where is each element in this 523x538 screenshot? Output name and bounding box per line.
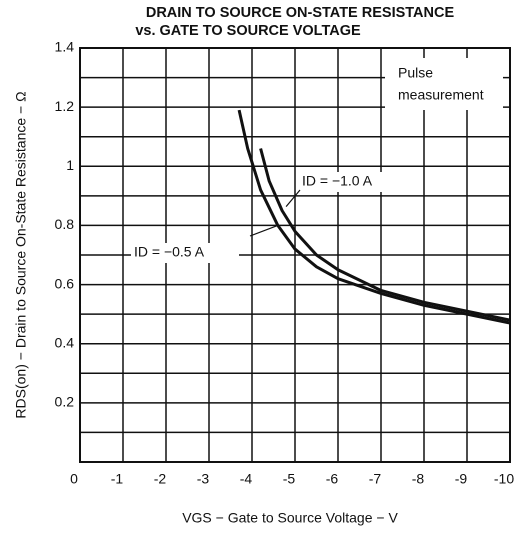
y-tick-label: 1.2 (55, 98, 75, 114)
x-tick-label: 0 (70, 471, 78, 487)
y-tick-label: 0.2 (55, 394, 75, 410)
y-tick-label: 1 (66, 157, 74, 173)
chart-title: DRAIN TO SOURCE ON-STATE RESISTANCE (146, 5, 455, 21)
x-tick-label: -2 (154, 471, 167, 487)
x-tick-label: -8 (412, 471, 425, 487)
y-tick-label: 0.6 (55, 275, 75, 291)
y-tick-label: 0.4 (55, 334, 75, 350)
chart-title: vs. GATE TO SOURCE VOLTAGE (135, 23, 361, 39)
x-tick-label: -1 (111, 471, 124, 487)
x-axis-label: VGS − Gate to Source Voltage − V (182, 510, 398, 526)
y-tick-label: 0.8 (55, 216, 75, 232)
x-tick-label: -10 (494, 471, 514, 487)
y-axis-label: RDS(on) − Drain to Source On-State Resis… (13, 91, 29, 418)
x-tick-label: -7 (369, 471, 382, 487)
x-tick-label: -5 (283, 471, 296, 487)
x-tick-label: -3 (197, 471, 210, 487)
legend-bg (131, 243, 239, 263)
x-tick-label: -4 (240, 471, 253, 487)
leader-line (249, 224, 279, 237)
line (259, 148, 511, 322)
annotation: measurement (398, 87, 484, 103)
line (237, 109, 511, 325)
annotation: Pulse (398, 65, 433, 81)
legend-label: ID = −1.0 A (302, 173, 373, 189)
leader-line (285, 189, 301, 208)
legend-bg (299, 172, 407, 192)
annotation-box (385, 58, 503, 110)
x-tick-label: -9 (455, 471, 468, 487)
legend-label: ID = −0.5 A (134, 244, 205, 260)
x-tick-label: -6 (326, 471, 339, 487)
y-tick-label: 1.4 (55, 39, 75, 55)
